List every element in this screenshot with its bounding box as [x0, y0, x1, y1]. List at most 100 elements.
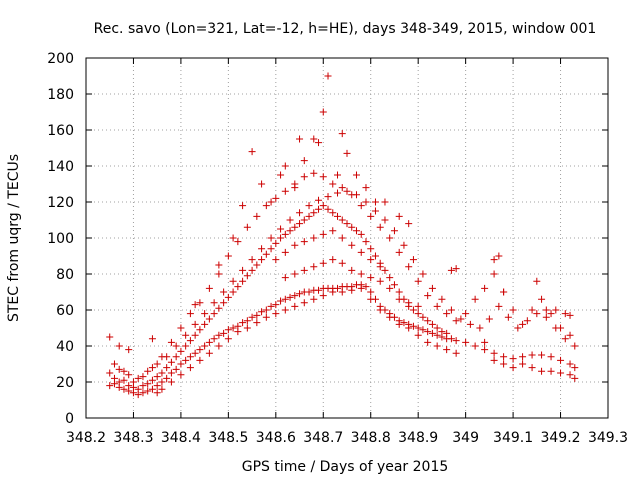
data-point — [148, 385, 156, 393]
data-point — [547, 367, 555, 375]
data-point — [315, 139, 323, 147]
x-tick-label: 348.5 — [208, 430, 248, 446]
y-tick-label: 200 — [47, 51, 74, 67]
data-point — [433, 302, 441, 310]
data-point — [409, 256, 417, 264]
data-point — [557, 324, 565, 332]
data-point — [519, 360, 527, 368]
data-point — [319, 173, 327, 181]
data-point — [319, 108, 327, 116]
data-point — [338, 234, 346, 242]
data-point — [462, 338, 470, 346]
data-point — [310, 263, 318, 271]
data-point — [395, 212, 403, 220]
x-tick-label: 349.2 — [540, 430, 580, 446]
data-point — [462, 310, 470, 318]
data-point — [348, 286, 356, 294]
data-point — [205, 349, 213, 357]
data-point — [139, 373, 147, 381]
data-point — [196, 326, 204, 334]
data-point — [167, 378, 175, 386]
data-point — [405, 263, 413, 271]
data-point — [125, 382, 133, 390]
data-point — [481, 338, 489, 346]
data-point — [291, 223, 299, 231]
data-point — [210, 310, 218, 318]
data-point — [286, 293, 294, 301]
data-point — [215, 342, 223, 350]
data-point — [376, 277, 384, 285]
data-point — [329, 180, 337, 188]
data-point — [571, 374, 579, 382]
data-point — [348, 241, 356, 249]
data-point — [362, 184, 370, 192]
x-tick-label: 348.3 — [113, 430, 153, 446]
data-point — [201, 320, 209, 328]
data-point — [163, 364, 171, 372]
data-point — [281, 274, 289, 282]
data-point — [490, 356, 498, 364]
data-point — [476, 324, 484, 332]
data-point — [182, 342, 190, 350]
data-point — [167, 369, 175, 377]
data-point — [495, 252, 503, 260]
data-point — [319, 230, 327, 238]
data-point — [300, 266, 308, 274]
data-point — [319, 292, 327, 300]
data-point — [443, 346, 451, 354]
data-point — [519, 353, 527, 361]
data-point — [557, 356, 565, 364]
data-point — [177, 371, 185, 379]
data-point — [367, 295, 375, 303]
data-point — [386, 313, 394, 321]
data-point — [367, 212, 375, 220]
data-point — [376, 223, 384, 231]
data-point — [390, 227, 398, 235]
data-point — [381, 266, 389, 274]
data-point — [523, 317, 531, 325]
data-point — [258, 245, 266, 253]
data-point — [272, 301, 280, 309]
data-point — [310, 135, 318, 143]
data-point — [452, 265, 460, 273]
data-point — [428, 284, 436, 292]
data-point — [267, 245, 275, 253]
data-point — [253, 261, 261, 269]
data-point — [367, 288, 375, 296]
data-point — [357, 230, 365, 238]
data-point — [362, 198, 370, 206]
data-point — [500, 353, 508, 361]
data-point — [343, 220, 351, 228]
data-point — [205, 284, 213, 292]
data-point — [277, 225, 285, 233]
data-point — [395, 295, 403, 303]
data-point — [258, 256, 266, 264]
data-point — [315, 286, 323, 294]
data-point — [519, 320, 527, 328]
data-point — [158, 369, 166, 377]
data-point — [248, 148, 256, 156]
data-point — [452, 349, 460, 357]
data-point — [281, 306, 289, 314]
data-point — [243, 272, 251, 280]
data-point — [485, 315, 493, 323]
data-point — [509, 306, 517, 314]
data-point — [167, 338, 175, 346]
data-point — [414, 277, 422, 285]
data-point — [286, 227, 294, 235]
data-point — [552, 306, 560, 314]
data-point — [315, 196, 323, 204]
data-point — [538, 367, 546, 375]
data-point — [367, 256, 375, 264]
data-point — [409, 322, 417, 330]
data-point — [533, 310, 541, 318]
x-tick-label: 349.1 — [493, 430, 533, 446]
data-point — [182, 356, 190, 364]
data-point — [424, 338, 432, 346]
data-point — [566, 360, 574, 368]
data-point — [334, 171, 342, 179]
data-point — [144, 387, 152, 395]
data-point — [106, 382, 114, 390]
data-point — [310, 209, 318, 217]
data-point — [148, 335, 156, 343]
